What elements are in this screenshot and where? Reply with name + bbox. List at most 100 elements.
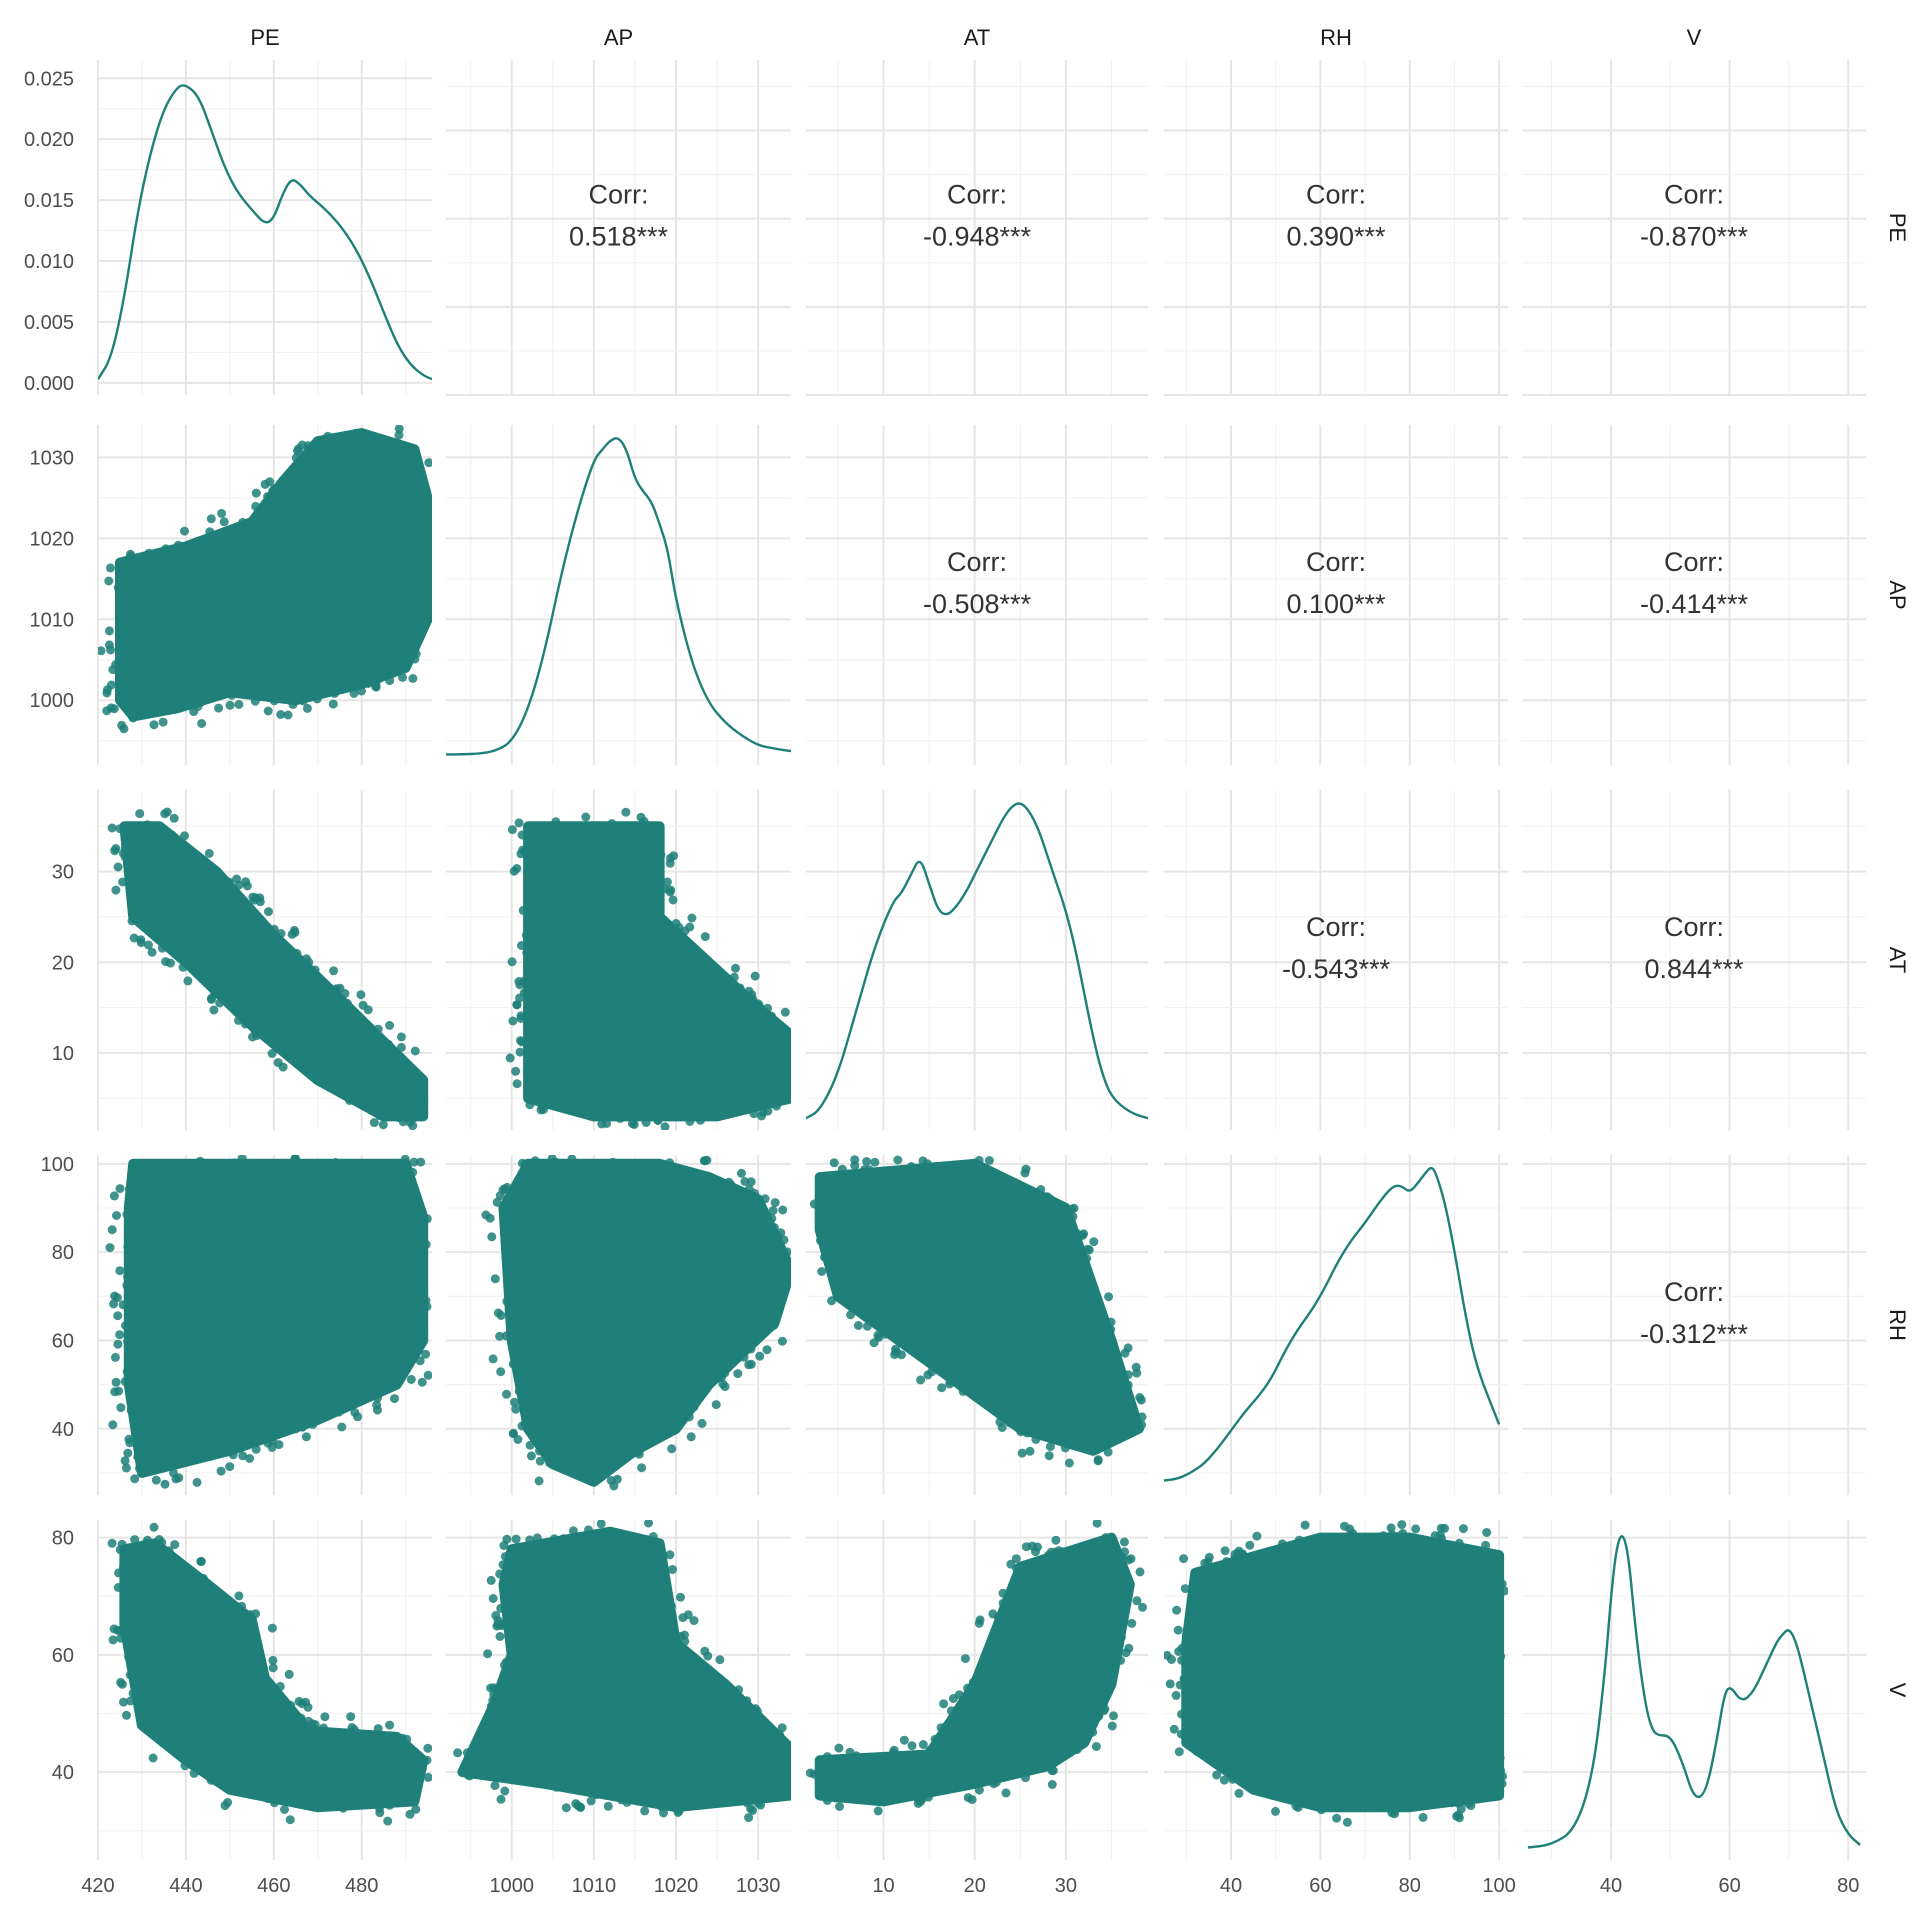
scatter-point [778, 1205, 788, 1215]
scatter-point [1238, 1549, 1248, 1559]
scatter-point [608, 1157, 618, 1167]
scatter-point [1020, 1168, 1030, 1178]
scatter-point [111, 1377, 121, 1387]
corr-value: 0.100*** [1286, 589, 1386, 619]
scatter-point [545, 1458, 555, 1468]
panel-AT-PE [97, 790, 432, 1130]
scatter-point [763, 1003, 773, 1013]
scatter-point [968, 1679, 978, 1689]
corr-value: 0.844*** [1644, 954, 1744, 984]
scatter-point [781, 1281, 791, 1290]
scatter-point [421, 1349, 431, 1359]
scatter-point [238, 1451, 248, 1461]
y-tick-label: 60 [52, 1645, 74, 1667]
scatter-point [265, 477, 275, 487]
panel-RH-RH [1164, 1155, 1508, 1495]
scatter-points-V-RH [1164, 1520, 1508, 1827]
scatter-point [371, 682, 381, 692]
scatter-point [282, 1796, 292, 1806]
scatter-point [1293, 1803, 1303, 1812]
scatter-point [217, 508, 227, 518]
scatter-point [1130, 1411, 1140, 1420]
scatter-point [113, 1583, 123, 1592]
scatter-cloud [498, 1158, 791, 1487]
scatter-point [689, 1402, 699, 1412]
scatter-point [329, 966, 339, 976]
scatter-point [837, 1164, 847, 1174]
scatter-point [907, 1741, 917, 1751]
scatter-point [1005, 1418, 1015, 1428]
scatter-point [124, 555, 133, 565]
scatter-point [1482, 1528, 1492, 1537]
scatter-point [822, 1752, 832, 1762]
scatter-point [820, 1252, 829, 1262]
scatter-point [421, 1240, 431, 1249]
scatter-point [1101, 1533, 1111, 1543]
scatter-point [481, 1210, 491, 1220]
scatter-point [685, 1116, 695, 1126]
scatter-point [385, 1800, 395, 1810]
scatter-point [622, 1797, 632, 1807]
scatter-point [1131, 1362, 1141, 1372]
scatter-point [1234, 1788, 1244, 1798]
scatter-point [269, 484, 279, 494]
scatter-point [502, 1534, 512, 1544]
scatter-point [665, 858, 675, 868]
scatter-point [689, 1616, 699, 1626]
density-curve-V [1527, 1535, 1861, 1849]
scatter-point [596, 1520, 606, 1529]
scatter-point [214, 703, 224, 713]
scatter-point [216, 1466, 226, 1476]
scatter-point [1219, 1775, 1229, 1785]
scatter-point [1177, 1655, 1187, 1665]
scatter-point [1104, 1292, 1114, 1302]
scatter-point [149, 1522, 159, 1532]
scatter-point [668, 895, 678, 905]
scatter-point [517, 941, 526, 950]
scatter-point [769, 1223, 779, 1232]
scatter-point [405, 1117, 415, 1127]
scatter-point [417, 1377, 427, 1387]
scatter-point [1036, 1185, 1046, 1194]
scatter-point [954, 1690, 964, 1700]
scatter-point [1497, 1579, 1507, 1589]
y-tick-label: 80 [52, 1242, 74, 1264]
scatter-point [496, 1603, 506, 1613]
scatter-point [509, 866, 519, 876]
scatter-point [551, 817, 561, 827]
density-curve-AP [446, 437, 791, 756]
scatter-point [906, 1162, 916, 1171]
corr-label: Corr: [947, 547, 1007, 577]
scatter-point [925, 1745, 935, 1755]
scatter-point [846, 1310, 856, 1320]
scatter-point [113, 862, 123, 872]
scatter-cloud [523, 821, 791, 1122]
scatter-point [581, 812, 591, 822]
scatter-point [234, 700, 244, 709]
corr-label: Corr: [1306, 180, 1366, 210]
scatter-point [238, 517, 248, 527]
scatter-point [1172, 1605, 1182, 1615]
scatter-point [503, 1195, 513, 1205]
panel-AT-V: Corr: 0.844*** [1522, 790, 1866, 1130]
x-tick-label: 1020 [654, 1875, 699, 1897]
panel-RH-V: Corr: -0.312*** [1522, 1155, 1866, 1495]
scatter-point [654, 1433, 664, 1443]
scatter-point [711, 1400, 721, 1410]
scatter-point [735, 983, 745, 993]
scatter-point [1123, 1370, 1133, 1380]
scatter-point [463, 1770, 473, 1780]
scatter-point [507, 825, 517, 835]
scatter-point [115, 1184, 125, 1194]
scatter-point [135, 809, 145, 819]
scatter-point [206, 1775, 216, 1785]
scatter-point [248, 1032, 257, 1042]
scatter-point [1088, 1727, 1098, 1737]
scatter-point [130, 1535, 140, 1545]
scatter-point [158, 717, 168, 727]
scatter-point [1011, 1554, 1021, 1564]
scatter-point [1474, 1794, 1484, 1804]
scatter-point [197, 1766, 206, 1776]
scatter-point [323, 431, 333, 441]
scatter-point [1181, 1688, 1191, 1697]
